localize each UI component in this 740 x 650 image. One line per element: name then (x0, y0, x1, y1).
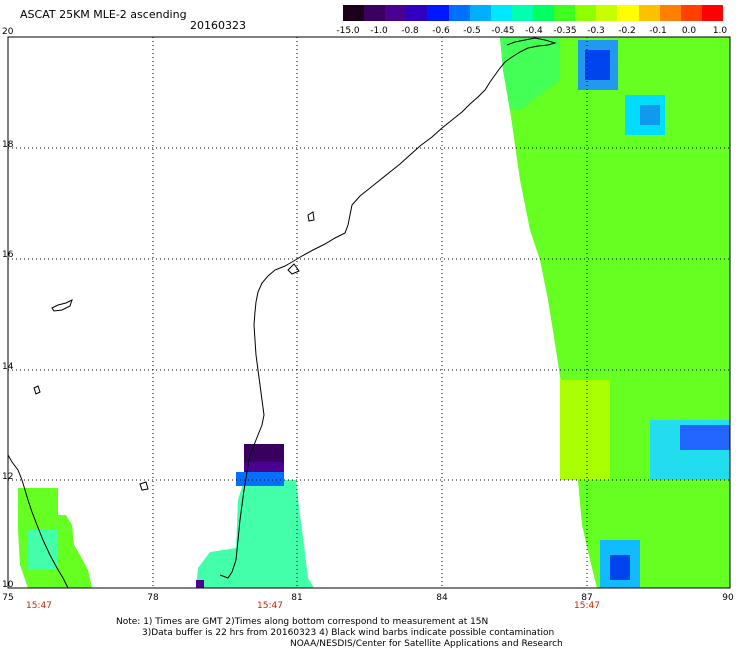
swath-east-edge (560, 380, 610, 480)
colorbar-swatch (554, 5, 576, 21)
x-label-90: 90 (722, 593, 734, 603)
x-label-78: 78 (147, 593, 159, 603)
island-a (51, 299, 73, 312)
y-label-12: 12 (2, 472, 14, 482)
swath-mid-purple-dot (196, 580, 204, 588)
colorbar-swatch (575, 5, 597, 21)
colorbar-label: 0.0 (681, 26, 697, 36)
colorbar-swatch (343, 5, 365, 21)
y-label-14: 14 (2, 362, 14, 372)
colorbar-swatch (448, 5, 470, 21)
colorbar-swatch (469, 5, 491, 21)
swath-mid-purple (244, 462, 284, 472)
colorbar-label: -0.5 (463, 26, 481, 36)
colorbar-label: -0.45 (491, 26, 515, 36)
colorbar-labels: -15.0 -1.0 -0.8 -0.6 -0.5 -0.45 -0.4 -0.35 -0.3 -… (336, 26, 730, 38)
swath-east-sw-deep (610, 555, 630, 580)
colorbar-label: -0.6 (432, 26, 450, 36)
colorbar-swatch (427, 5, 449, 21)
colorbar-swatch (532, 5, 555, 21)
island-e (307, 211, 315, 222)
colorbar-swatch (596, 5, 618, 21)
footer-note-1: Note: 1) Times are GMT 2)Times along bot… (116, 617, 489, 627)
x-label-75: 75 (2, 593, 14, 603)
lat-lon-grid (8, 37, 730, 588)
coastline-south (7, 454, 69, 589)
island-b (287, 263, 300, 275)
colorbar-swatch (406, 5, 428, 21)
footer-note-2: 3)Data buffer is 22 hrs from 20160323 4)… (142, 628, 555, 638)
pass-time-2: 15:47 (257, 601, 283, 611)
footer-credit: NOAA/NESDIS/Center for Satellite Applica… (290, 639, 563, 649)
y-label-20: 20 (2, 27, 14, 37)
y-label-10: 10 (2, 580, 14, 590)
map-date: 20160323 (190, 19, 246, 32)
x-label-84: 84 (436, 593, 448, 603)
swath-mid-dark (244, 444, 284, 462)
y-label-16: 16 (2, 250, 14, 260)
colorbar-label: -0.8 (401, 26, 419, 36)
coastline (219, 37, 557, 579)
island-c (33, 385, 41, 395)
colorbar-swatch (659, 5, 681, 21)
colorbar-label: -0.2 (618, 26, 636, 36)
island-d (139, 481, 149, 491)
colorbar (343, 5, 723, 21)
swath-mid-blue (236, 472, 284, 486)
colorbar-swatch (680, 5, 702, 21)
colorbar-label: -0.4 (525, 26, 543, 36)
pass-time-1: 15:47 (26, 601, 52, 611)
pass-time-3: 15:47 (574, 601, 600, 611)
map-title: ASCAT 25KM MLE-2 ascending (20, 8, 187, 21)
colorbar-label: -0.3 (587, 26, 605, 36)
colorbar-swatch (638, 5, 660, 21)
swath-east-cyan2 (640, 105, 660, 125)
colorbar-label: -0.1 (649, 26, 667, 36)
colorbar-swatch (617, 5, 639, 21)
colorbar-label: -15.0 (336, 26, 360, 36)
colorbar-swatch (385, 5, 407, 21)
colorbar-swatch (701, 5, 723, 21)
y-label-18: 18 (2, 140, 14, 150)
colorbar-swatch (364, 5, 386, 21)
x-label-87: 87 (581, 593, 593, 603)
colorbar-label: -1.0 (370, 26, 388, 36)
colorbar-swatch (511, 5, 533, 21)
x-label-81: 81 (291, 593, 303, 603)
swath-west-patch (28, 530, 58, 570)
colorbar-label: -0.35 (553, 26, 577, 36)
colorbar-swatch (490, 5, 512, 21)
swath-east-se-blue (680, 425, 730, 450)
colorbar-label: 1.0 (712, 26, 728, 36)
swath-east-deepblue (585, 50, 610, 80)
